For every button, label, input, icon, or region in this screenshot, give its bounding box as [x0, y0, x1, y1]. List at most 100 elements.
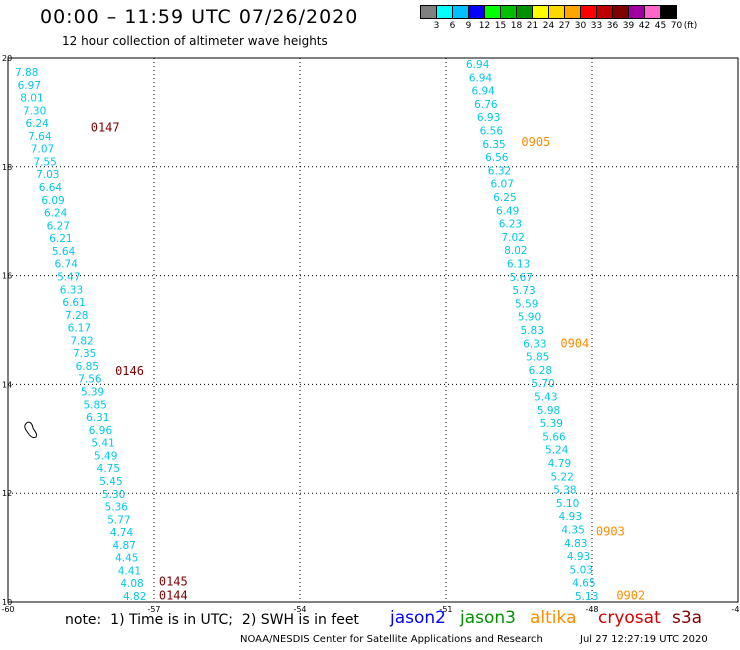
scale-label: 36 — [606, 21, 619, 31]
swh-value-left: 8.01 — [20, 93, 43, 105]
pass-label: 0144 — [159, 588, 188, 602]
island-outline — [24, 421, 38, 439]
scale-label: 18 — [510, 21, 523, 31]
swh-value-left: 7.55 — [33, 156, 56, 168]
swh-value-left: 5.36 — [105, 502, 129, 514]
swh-value-left: 5.85 — [83, 399, 106, 411]
legend-altika: altika — [530, 608, 577, 628]
swh-value-left: 5.49 — [94, 450, 117, 462]
swh-value-left: 5.77 — [107, 514, 130, 526]
swh-value-right: 6.07 — [491, 179, 514, 191]
scale-label: 12 — [478, 21, 491, 31]
swh-value-left: 4.08 — [120, 578, 143, 590]
swh-value-left: 4.82 — [123, 591, 146, 603]
scale-label: 42 — [638, 21, 651, 31]
swh-value-right: 4.79 — [548, 458, 571, 470]
pass-label: 0145 — [159, 575, 188, 589]
swh-value-right: 5.22 — [550, 471, 573, 483]
page-title: 00:00 – 11:59 UTC 07/26/2020 — [40, 6, 359, 28]
swh-value-left: 6.24 — [26, 118, 50, 130]
pass-label: 0904 — [560, 336, 589, 350]
swh-value-left: 7.64 — [28, 131, 52, 143]
footer-note: note: 1) Time is in UTC; 2) SWH is in fe… — [65, 612, 359, 628]
scale-label: 39 — [622, 21, 635, 31]
swh-value-left: 4.87 — [112, 540, 135, 552]
swh-value-right: 5.67 — [510, 272, 533, 284]
swh-value-left: 7.03 — [36, 169, 59, 181]
swh-value-right: 5.83 — [521, 325, 544, 337]
swh-value-right: 5.10 — [556, 498, 579, 510]
y-tick-label: 20 — [2, 54, 12, 63]
swh-value-right: 4.83 — [564, 538, 587, 550]
scale-label: 30 — [574, 21, 587, 31]
swh-value-left: 6.31 — [86, 412, 109, 424]
swh-value-left: 5.41 — [91, 438, 114, 450]
swh-value-right: 5.43 — [534, 392, 557, 404]
swh-value-right: 4.35 — [561, 525, 584, 537]
swh-value-right: 6.49 — [496, 205, 519, 217]
swh-value-left: 6.24 — [44, 208, 68, 220]
scale-label: 6 — [449, 21, 456, 31]
swh-value-right: 5.90 — [518, 312, 541, 324]
swh-value-left: 6.27 — [47, 220, 70, 232]
pass-label: 0903 — [596, 525, 625, 539]
scale-label: 45 — [654, 21, 667, 31]
pass-label: 0902 — [616, 588, 645, 602]
swh-value-left: 7.88 — [15, 67, 38, 79]
page-subtitle: 12 hour collection of altimeter wave hei… — [62, 34, 328, 48]
swh-value-right: 6.13 — [507, 259, 530, 271]
swh-value-right: 6.33 — [523, 338, 546, 350]
swh-value-right: 6.76 — [474, 99, 498, 111]
credit-text: NOAA/NESDIS Center for Satellite Applica… — [240, 634, 543, 645]
swh-value-right: 5.13 — [575, 591, 598, 603]
swh-value-right: 5.24 — [545, 445, 569, 457]
legend-jason2: jason2 — [390, 608, 446, 628]
swh-value-left: 7.82 — [70, 335, 93, 347]
swh-value-left: 6.97 — [18, 80, 41, 92]
swh-value-right: 6.25 — [493, 192, 516, 204]
swh-value-right: 5.38 — [553, 485, 576, 497]
scale-label: 27 — [558, 21, 571, 31]
x-tick-label: -45 — [731, 605, 740, 614]
swh-value-left: 6.17 — [68, 323, 91, 335]
swh-value-left: 5.47 — [57, 271, 80, 283]
swh-value-right: 5.73 — [512, 285, 535, 297]
swh-value-left: 6.61 — [62, 297, 85, 309]
legend-s3a: s3a — [672, 608, 703, 628]
swh-value-right: 6.56 — [480, 126, 504, 138]
swh-value-left: 7.28 — [65, 310, 88, 322]
swh-value-right: 6.56 — [485, 152, 509, 164]
scale-label: 15 — [494, 21, 507, 31]
scale-label: 24 — [542, 21, 555, 31]
scale-label: 9 — [465, 21, 472, 31]
swh-value-left: 6.64 — [39, 182, 63, 194]
swh-value-right: 6.94 — [466, 59, 490, 71]
swh-value-right: 5.66 — [542, 431, 566, 443]
swh-value-left: 4.74 — [110, 527, 134, 539]
swh-value-right: 7.02 — [501, 232, 524, 244]
swh-value-right: 5.03 — [570, 564, 593, 576]
pass-label: 0905 — [521, 135, 550, 149]
swh-value-left: 4.41 — [118, 565, 141, 577]
swh-value-left: 7.30 — [23, 105, 46, 117]
y-tick-label: 18 — [2, 163, 12, 172]
swh-value-right: 6.35 — [482, 139, 505, 151]
swh-value-right: 5.85 — [526, 352, 549, 364]
y-tick-label: 16 — [2, 272, 12, 281]
swh-value-right: 5.59 — [515, 298, 538, 310]
swh-value-left: 7.56 — [78, 374, 102, 386]
color-swatch — [660, 5, 677, 19]
swh-value-left: 6.21 — [49, 233, 72, 245]
swh-value-right: 5.39 — [540, 418, 563, 430]
scale-label: 21 — [526, 21, 539, 31]
legend-cryosat: cryosat — [598, 608, 661, 628]
x-tick-label: -48 — [585, 605, 598, 614]
swh-value-right: 6.32 — [488, 165, 511, 177]
swh-value-left: 6.33 — [60, 284, 83, 296]
legend-jason3: jason3 — [460, 608, 516, 628]
swh-value-left: 6.85 — [76, 361, 99, 373]
swh-value-right: 8.02 — [504, 245, 527, 257]
scale-label: 70 — [670, 21, 683, 31]
y-tick-label: 14 — [2, 380, 12, 389]
swh-value-left: 6.74 — [55, 259, 79, 271]
